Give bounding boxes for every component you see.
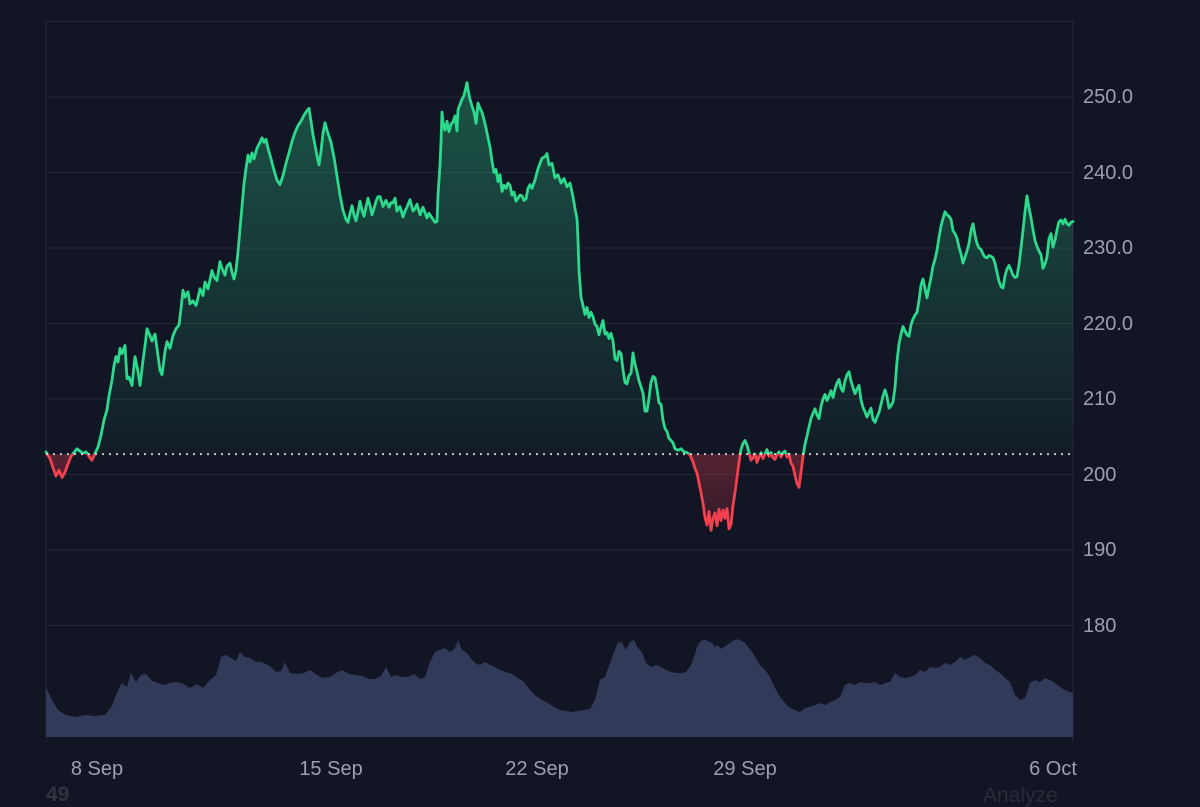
x-axis-label: 8 Sep xyxy=(70,758,124,780)
volume-area xyxy=(46,639,1073,737)
y-axis-label: 230.0 xyxy=(1083,237,1134,259)
x-axis-label: 15 Sep xyxy=(299,758,363,780)
y-axis-label: 200 xyxy=(1083,464,1117,486)
price-area-below-baseline xyxy=(47,454,804,531)
price-line-up xyxy=(44,81,1075,455)
x-axis-label: 29 Sep xyxy=(713,758,777,780)
price-area-above-baseline xyxy=(46,82,1073,455)
y-axis-label: 220.0 xyxy=(1083,313,1134,335)
analyze-button-label[interactable]: Analyze xyxy=(983,784,1058,807)
y-axis-label: 250.0 xyxy=(1083,86,1134,108)
x-axis-label: 6 Oct xyxy=(1029,758,1077,780)
y-axis-label: 180 xyxy=(1083,615,1117,637)
y-axis-label: 210 xyxy=(1083,388,1117,410)
y-axis-label: 240.0 xyxy=(1083,162,1134,184)
y-axis-label: 190 xyxy=(1083,539,1117,561)
bar-count-label: 49 xyxy=(46,783,70,806)
x-axis-label: 22 Sep xyxy=(505,758,569,780)
